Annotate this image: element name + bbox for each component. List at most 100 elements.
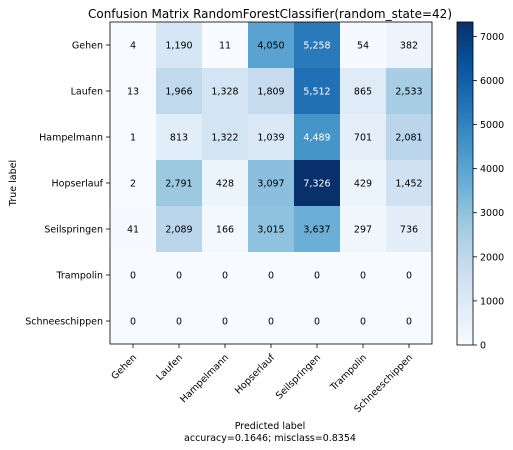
heatmap-cell xyxy=(248,298,295,345)
cell-value-label: 2 xyxy=(130,179,136,190)
heatmap-cell xyxy=(340,206,387,253)
cell-value-label: 13 xyxy=(127,87,139,98)
heatmap-cell xyxy=(340,298,387,345)
heatmap-cell xyxy=(248,206,295,253)
heatmap-cell xyxy=(156,160,203,207)
heatmap-cell xyxy=(156,252,203,299)
cell-value-label: 1,809 xyxy=(257,87,284,98)
colorbar-tick-label: 1000 xyxy=(480,296,504,307)
heatmap-cell xyxy=(202,114,249,161)
heatmap-cell xyxy=(294,22,341,69)
cell-value-label: 1,966 xyxy=(165,87,192,98)
cell-value-label: 2,533 xyxy=(395,87,422,98)
cell-value-label: 2,089 xyxy=(165,225,192,236)
heatmap-cells xyxy=(110,22,433,345)
cell-value-label: 0 xyxy=(406,317,412,328)
y-axis-label: True label xyxy=(8,160,19,207)
y-tick-label: Trampolin xyxy=(55,271,103,282)
heatmap-cell xyxy=(248,252,295,299)
cell-value-label: 1,328 xyxy=(211,87,238,98)
cell-value-label: 2,791 xyxy=(165,179,192,190)
accuracy-misclass-label: accuracy=0.1646; misclass=0.8354 xyxy=(184,433,356,444)
heatmap-cell xyxy=(386,252,433,299)
heatmap-cell xyxy=(294,68,341,115)
cell-value-label: 54 xyxy=(357,41,369,52)
cell-value-label: 0 xyxy=(130,317,136,328)
cell-value-label: 0 xyxy=(222,271,228,282)
cell-value-label: 1 xyxy=(130,133,136,144)
y-tick-label: Gehen xyxy=(72,41,103,52)
cell-value-label: 41 xyxy=(127,225,139,236)
cell-value-label: 0 xyxy=(360,271,366,282)
cell-value-label: 865 xyxy=(354,87,372,98)
heatmap-cell xyxy=(386,206,433,253)
heatmap-cell xyxy=(386,22,433,69)
cell-value-label: 1,039 xyxy=(257,133,284,144)
cell-value-label: 3,097 xyxy=(257,179,284,190)
y-tick-label: Laufen xyxy=(71,87,103,98)
heatmap-cell xyxy=(386,160,433,207)
cell-value-label: 1,452 xyxy=(395,179,422,190)
cell-value-label: 297 xyxy=(354,225,372,236)
heatmap-cell xyxy=(110,114,157,161)
heatmap-cell xyxy=(340,160,387,207)
heatmap-cell xyxy=(202,298,249,345)
cell-value-label: 166 xyxy=(216,225,234,236)
colorbar-tick-label: 0 xyxy=(480,341,486,352)
cell-value-label: 701 xyxy=(354,133,372,144)
cell-value-label: 0 xyxy=(360,317,366,328)
cell-value-label: 736 xyxy=(400,225,418,236)
heatmap-cell xyxy=(248,160,295,207)
cell-value-label: 813 xyxy=(170,133,188,144)
heatmap-cell xyxy=(202,160,249,207)
heatmap-cell xyxy=(386,68,433,115)
colorbar-tick-label: 2000 xyxy=(480,252,504,263)
heatmap-cell xyxy=(386,114,433,161)
cell-value-label: 0 xyxy=(314,317,320,328)
heatmap-cell xyxy=(110,206,157,253)
cell-value-label: 0 xyxy=(406,271,412,282)
heatmap-cell xyxy=(110,252,157,299)
cell-value-label: 0 xyxy=(130,271,136,282)
y-tick-label: Hopserlauf xyxy=(51,179,103,190)
cell-value-label: 11 xyxy=(219,41,231,52)
cell-value-label: 0 xyxy=(268,271,274,282)
heatmap-cell xyxy=(248,22,295,69)
cell-value-label: 382 xyxy=(400,41,418,52)
y-tick-label: Seilspringen xyxy=(44,225,103,236)
heatmap-cell xyxy=(294,206,341,253)
x-axis-label: Predicted label xyxy=(235,421,306,432)
heatmap-cell xyxy=(340,68,387,115)
heatmap-cell xyxy=(110,68,157,115)
heatmap-cell xyxy=(110,160,157,207)
heatmap-cell xyxy=(110,298,157,345)
heatmap-cell xyxy=(202,22,249,69)
cell-value-label: 5,258 xyxy=(303,41,330,52)
cell-value-labels: 4 1,190 11 4,050 5,258 54 382 13 1,966 1,328 1,809… xyxy=(127,41,423,328)
cell-value-label: 1,190 xyxy=(165,41,192,52)
heatmap-cell xyxy=(156,298,203,345)
heatmap-cell xyxy=(294,252,341,299)
cell-value-label: 3,015 xyxy=(257,225,284,236)
colorbar-tick-label: 4000 xyxy=(480,164,504,175)
cell-value-label: 1,322 xyxy=(211,133,238,144)
heatmap-cell xyxy=(202,206,249,253)
cell-value-label: 0 xyxy=(314,271,320,282)
cell-value-label: 0 xyxy=(222,317,228,328)
heatmap-cell xyxy=(248,114,295,161)
colorbar xyxy=(456,21,474,346)
cell-value-label: 3,637 xyxy=(303,225,330,236)
y-axis-ticks: Gehen Laufen Hampelmann Hopserlauf Seilsprin… xyxy=(25,41,110,328)
heatmap-cell xyxy=(156,22,203,69)
colorbar-tick-label: 6000 xyxy=(480,76,504,87)
chart-title: Confusion Matrix RandomForestClassifier(… xyxy=(88,7,452,21)
colorbar-tick-label: 3000 xyxy=(480,208,504,219)
heatmap-cell xyxy=(248,68,295,115)
heatmap-cell xyxy=(156,114,203,161)
colorbar-tick-label: 5000 xyxy=(480,120,504,131)
cell-value-label: 4 xyxy=(130,41,136,52)
heatmap-cell xyxy=(156,68,203,115)
cell-value-label: 0 xyxy=(176,317,182,328)
y-tick-label: Hampelmann xyxy=(39,133,103,144)
